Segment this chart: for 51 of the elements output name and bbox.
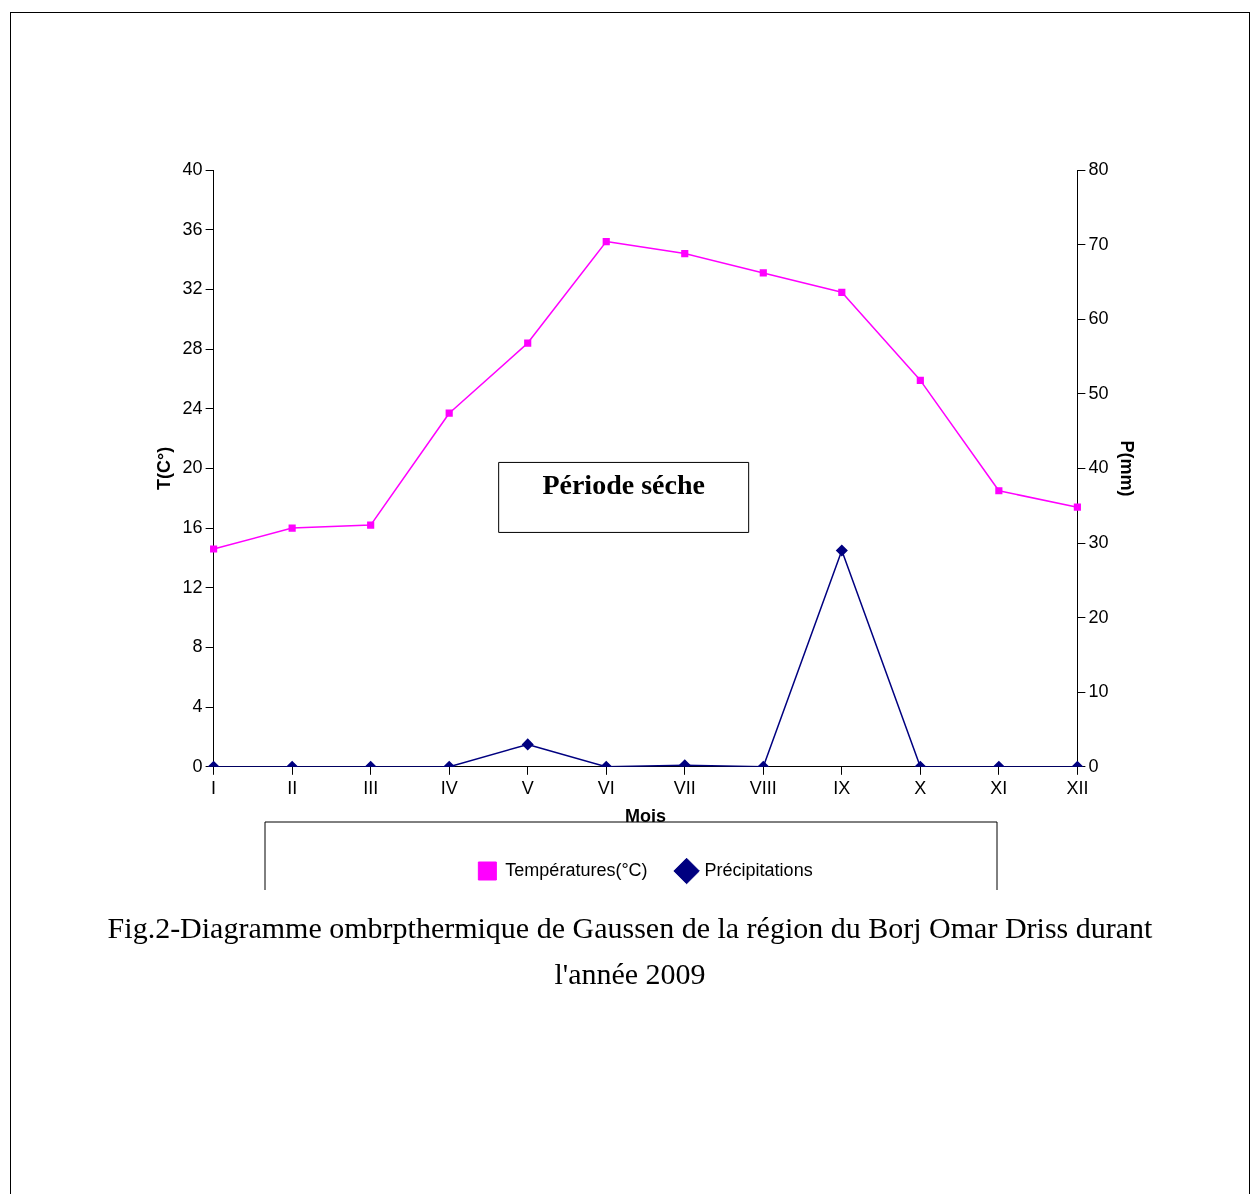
x-tick-label: IX xyxy=(833,777,851,798)
y-tick-label: 24 xyxy=(182,397,203,418)
point xyxy=(288,524,296,532)
y2-tick-label: 0 xyxy=(1088,755,1099,776)
point xyxy=(759,269,767,277)
y-tick-label: 28 xyxy=(182,338,203,359)
point xyxy=(367,521,375,529)
annotation: Période séche xyxy=(542,468,705,500)
legend-label: Températures(°C) xyxy=(505,859,648,880)
y2-tick-label: 10 xyxy=(1088,681,1109,702)
y-tick-label: 32 xyxy=(182,278,203,299)
point xyxy=(524,339,532,347)
x-tick-label: I xyxy=(211,777,217,798)
y2-tick-label: 40 xyxy=(1088,457,1109,478)
y-tick-label: 12 xyxy=(182,576,203,597)
caption: Fig.2-Diagramme ombrpthermique de Gaussen de la région du Borj Omar Driss durant l'année 2009 xyxy=(106,910,1154,992)
point xyxy=(681,249,689,258)
y-tick-label: 16 xyxy=(182,517,203,538)
point xyxy=(916,376,924,384)
point xyxy=(445,409,453,417)
y-tick-label: 4 xyxy=(192,696,203,717)
y-tick-label: 40 xyxy=(182,158,203,179)
point xyxy=(602,238,610,246)
y2-tick-label: 20 xyxy=(1088,606,1109,627)
point xyxy=(210,545,218,553)
x-tick-label: VIII xyxy=(749,777,777,798)
y2-tick-label: 60 xyxy=(1088,308,1109,329)
x-tick-label: XII xyxy=(1066,777,1089,798)
x-tick-label: V xyxy=(521,777,534,798)
y-tick-label: 0 xyxy=(192,755,203,776)
x-tick-label: VI xyxy=(597,777,615,798)
legend-label: Précipitations xyxy=(704,859,813,880)
y2-axis-title: P(mm) xyxy=(1117,440,1138,497)
y-axis-title: T(C°) xyxy=(153,446,174,490)
y-tick-label: 8 xyxy=(192,636,203,657)
x-tick-label: IV xyxy=(440,777,458,798)
x-tick-label: XI xyxy=(990,777,1008,798)
x-tick-label: II xyxy=(287,777,298,798)
y2-tick-label: 30 xyxy=(1088,531,1109,552)
x-tick-label: III xyxy=(363,777,379,798)
x-tick-label: X xyxy=(914,777,927,798)
y2-tick-label: 80 xyxy=(1088,158,1109,179)
point xyxy=(995,487,1003,495)
point xyxy=(1073,503,1081,511)
y2-tick-label: 50 xyxy=(1088,382,1109,403)
y-tick-label: 36 xyxy=(182,218,203,239)
point xyxy=(838,288,846,296)
y2-tick-label: 70 xyxy=(1088,233,1109,254)
y-tick-label: 20 xyxy=(182,457,203,478)
x-axis-title: Mois xyxy=(624,806,667,827)
x-tick-label: VII xyxy=(673,777,696,798)
